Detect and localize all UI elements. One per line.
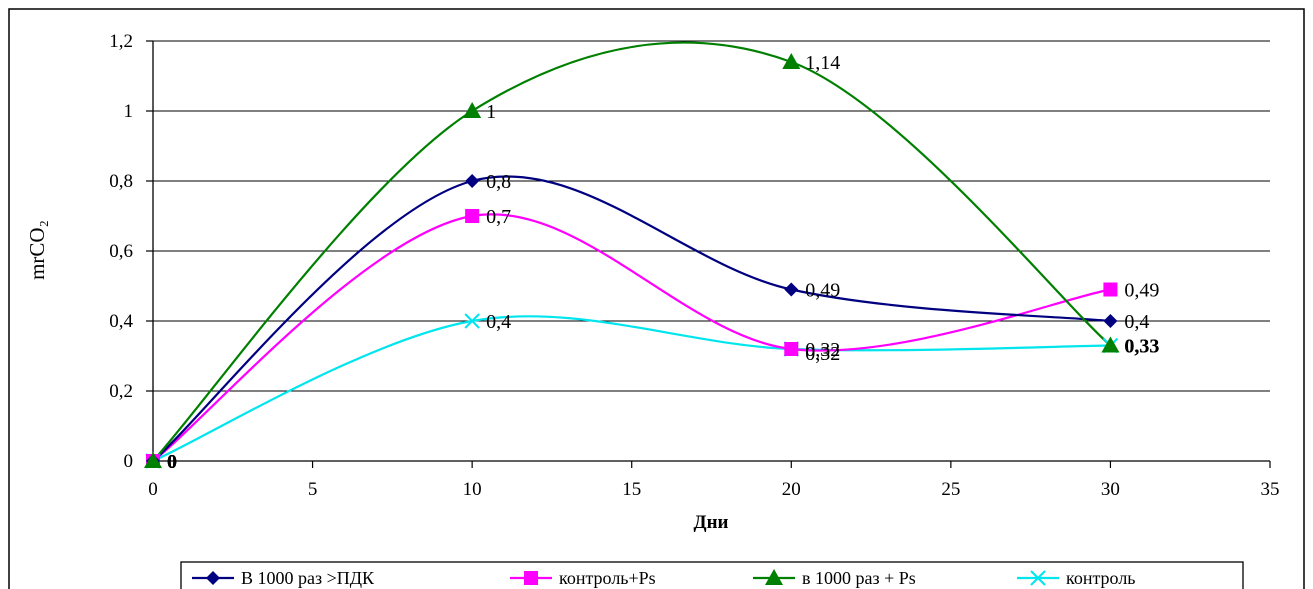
legend-entry: В 1000 раз >ПДК [241,568,375,588]
data-point-marker [465,209,480,223]
data-point-marker [464,313,480,329]
y-tick-label: 0,8 [109,171,133,192]
data-label: 1,14 [805,52,840,74]
data-point-marker [465,174,480,188]
tick-labels: 00,20,40,60,811,20 5 10 15 20 25 30 35 [109,31,1279,500]
legend-entry: в 1000 раз + Ps [802,568,916,588]
data-point-marker [1101,336,1120,353]
x-tick-label: 30 [1101,479,1120,500]
x-tick-label: 5 [308,479,318,500]
data-point-marker [784,282,799,297]
series-line-1 [152,175,1111,462]
markers [144,53,1120,469]
y-tick-label: 0,4 [109,311,133,332]
grid [153,40,1270,392]
chart-frame [8,8,1305,589]
y-tick-label: 0,6 [109,241,133,262]
x-tick-label: 10 [463,479,482,500]
series-line-4 [152,315,1111,463]
data-point-marker [144,452,162,468]
data-point-marker [1103,314,1118,328]
data-label: 0 [167,451,177,473]
data-label: 1 [486,101,496,123]
data-label: 0 [167,451,177,473]
x-tick-label: 0 [148,479,158,500]
series [152,41,1112,463]
data-label: 0 [167,451,177,473]
legend-swatch-marker [524,571,538,585]
data-label: 0,32 [805,343,840,365]
data-label: 0,33 [1124,336,1159,358]
data-label: 0,33 [1124,336,1159,358]
legend-swatch-marker [206,571,220,585]
y-tick-label: 0 [124,451,134,472]
data-point-marker [784,342,799,356]
data-point-marker [1103,282,1118,297]
legend: В 1000 раз >ПДК контроль+Ps в 1000 раз + P… [180,561,1244,589]
data-point-marker [782,53,801,69]
data-label: 0 [167,451,177,473]
data-label: 0,8 [486,171,511,193]
legend-box [180,561,1244,589]
legend-entry: контроль [1066,568,1136,588]
data-labels: 00,80,490,400,70,320,49011,140,3300,40,3… [167,52,1159,473]
legend-swatch-marker [765,569,783,585]
data-label: 0,49 [805,280,840,302]
legend-entry: контроль+Ps [559,568,656,588]
series-line-2 [152,213,1111,462]
x-tick-label: 25 [941,479,960,500]
data-point-marker [463,102,482,118]
x-axis-title: Дни [694,512,729,533]
legend-swatch-marker [1030,570,1046,586]
data-label: 0,32 [805,339,840,361]
y-tick-label: 1 [124,101,134,122]
y-axis-title: mrCO₂ [25,220,49,280]
y-tick-label: 0,2 [109,381,133,402]
series-line-3 [152,41,1112,462]
x-tick-label: 20 [782,479,801,500]
data-label: 0,4 [1124,311,1149,333]
x-tick-label: 35 [1261,479,1280,500]
x-tick-label: 15 [622,479,641,500]
data-label: 0,7 [486,206,511,228]
data-label: 0,4 [486,311,511,333]
data-label: 0,49 [1124,280,1159,302]
y-tick-label: 1,2 [109,31,133,52]
